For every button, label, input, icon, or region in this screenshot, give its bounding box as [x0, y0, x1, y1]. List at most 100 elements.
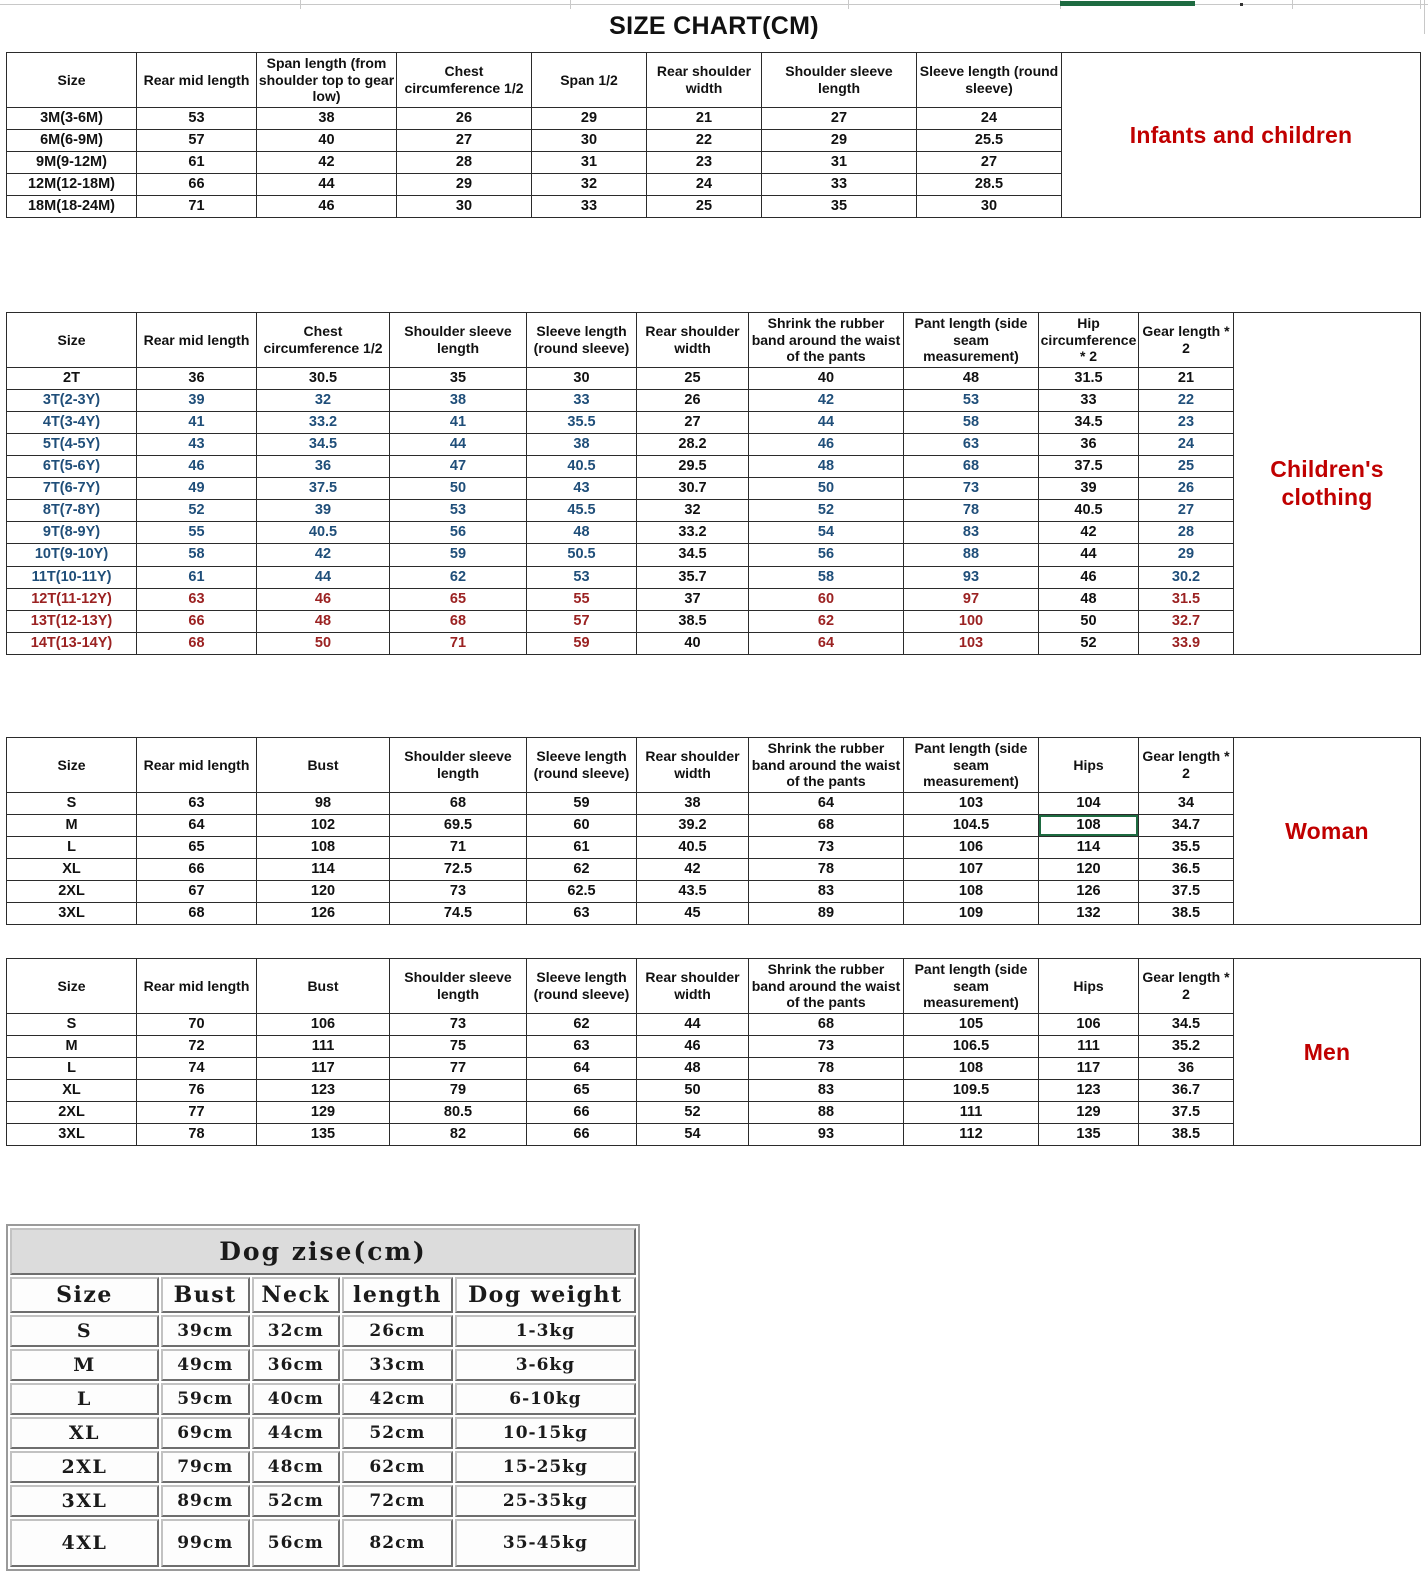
cell-c0[interactable]: S — [6, 1012, 137, 1036]
cell-c7[interactable]: 106.5 — [903, 1034, 1039, 1058]
cell-c1[interactable]: 76 — [136, 1078, 257, 1102]
table-row[interactable]: 3T(2-3Y) 39 32 38 33 26 42 53 33 22 — [6, 388, 1421, 412]
cell-c1[interactable]: 49 — [136, 477, 257, 501]
cell-c4[interactable]: 57 — [526, 609, 637, 633]
cell-c3[interactable]: 79 — [389, 1078, 527, 1102]
cell-c1[interactable]: 53 — [136, 106, 257, 130]
cell-c0[interactable]: 11T(10-11Y) — [6, 565, 137, 589]
cell-c5[interactable]: 45 — [636, 902, 749, 926]
cell-c0[interactable]: M — [6, 813, 137, 837]
cell-c5[interactable]: 52 — [636, 1100, 749, 1125]
cell-c7[interactable]: 109.5 — [903, 1078, 1039, 1102]
cell-c1[interactable]: 68 — [136, 631, 257, 655]
cell-c6[interactable]: 68 — [748, 813, 904, 837]
cell-c3[interactable]: 71 — [389, 631, 527, 655]
cell-c0[interactable]: 7T(6-7Y) — [6, 477, 137, 501]
cell-c6[interactable]: 27 — [761, 106, 917, 130]
cell-c3[interactable]: 77 — [389, 1056, 527, 1080]
dog-table-row[interactable]: M 49cm 36cm 33cm 3-6kg — [10, 1349, 636, 1381]
cell-c0[interactable]: 13T(12-13Y) — [6, 609, 137, 633]
cell-c5[interactable]: 40.5 — [636, 835, 749, 859]
cell-c1[interactable]: 61 — [136, 565, 257, 589]
cell-c4[interactable]: 30 — [526, 366, 637, 390]
cell-c1[interactable]: 77 — [136, 1100, 257, 1125]
cell-c0[interactable]: S — [6, 791, 137, 815]
cell-c0[interactable]: XL — [6, 1078, 137, 1102]
cell-c6[interactable]: 64 — [748, 791, 904, 815]
cell-c0[interactable]: 12T(11-12Y) — [6, 587, 137, 611]
cell-c1[interactable]: 66 — [136, 857, 257, 881]
cell-c9[interactable]: 35.5 — [1138, 835, 1234, 859]
cell-c4[interactable]: 61 — [526, 835, 637, 859]
dog-table-row[interactable]: S 39cm 32cm 26cm 1-3kg — [10, 1315, 636, 1347]
table-row[interactable]: 12T(11-12Y) 63 46 65 55 37 60 97 48 31.5 — [6, 587, 1421, 611]
cell-c4[interactable]: 33 — [526, 388, 637, 412]
cell-c7[interactable]: 109 — [903, 902, 1039, 926]
table-row[interactable]: 3XL 78 135 82 66 54 93 112 135 38.5 — [6, 1123, 1421, 1147]
dog-cell-c3[interactable]: 33cm — [342, 1349, 453, 1381]
cell-c3[interactable]: 29 — [396, 172, 532, 196]
cell-c6[interactable]: 83 — [748, 879, 904, 904]
cell-c7[interactable]: 105 — [903, 1012, 1039, 1036]
cell-c2[interactable]: 44 — [256, 565, 390, 589]
dog-cell-c2[interactable]: 36cm — [251, 1349, 341, 1381]
dog-cell-c4[interactable]: 35-45kg — [454, 1519, 636, 1567]
cell-c1[interactable]: 66 — [136, 172, 257, 196]
cell-c0[interactable]: XL — [6, 857, 137, 881]
dog-cell-c1[interactable]: 89cm — [160, 1485, 250, 1517]
cell-c7[interactable]: 58 — [903, 410, 1039, 434]
cell-c6[interactable]: 93 — [748, 1123, 904, 1147]
cell-c3[interactable]: 44 — [389, 432, 527, 456]
cell-c2[interactable]: 44 — [256, 172, 397, 196]
cell-c5[interactable]: 34.5 — [636, 543, 749, 567]
cell-c7[interactable]: 106 — [903, 835, 1039, 859]
cell-c7[interactable]: 93 — [903, 565, 1039, 589]
cell-c1[interactable]: 36 — [136, 366, 257, 390]
cell-c3[interactable]: 71 — [389, 835, 527, 859]
cell-c5[interactable]: 42 — [636, 857, 749, 881]
cell-c5[interactable]: 21 — [646, 106, 762, 130]
cell-c8[interactable]: 52 — [1038, 631, 1139, 655]
cell-c0[interactable]: L — [6, 835, 137, 859]
cell-c9[interactable]: 29 — [1138, 543, 1234, 567]
cell-c2[interactable]: 42 — [256, 543, 390, 567]
cell-c4[interactable]: 35.5 — [526, 410, 637, 434]
cell-c6[interactable]: 58 — [748, 565, 904, 589]
cell-c4[interactable]: 64 — [526, 1056, 637, 1080]
cell-c7[interactable]: 100 — [903, 609, 1039, 633]
cell-c2[interactable]: 126 — [256, 902, 390, 926]
cell-c7[interactable]: 83 — [903, 521, 1039, 545]
dog-cell-c2[interactable]: 40cm — [251, 1383, 341, 1415]
cell-c7[interactable]: 30 — [916, 194, 1062, 219]
cell-c7[interactable]: 108 — [903, 1056, 1039, 1080]
cell-c3[interactable]: 56 — [389, 521, 527, 545]
cell-c9[interactable]: 38.5 — [1138, 902, 1234, 926]
cell-c6[interactable]: 64 — [748, 631, 904, 655]
dog-cell-c0[interactable]: M — [10, 1349, 159, 1381]
cell-c2[interactable]: 37.5 — [256, 477, 390, 501]
cell-c0[interactable]: 18M(18-24M) — [6, 194, 137, 219]
dog-cell-c3[interactable]: 72cm — [342, 1485, 453, 1517]
table-row[interactable]: M 64 102 69.5 60 39.2 68 104.5 108 34.7 — [6, 813, 1421, 837]
cell-c3[interactable]: 53 — [389, 499, 527, 523]
table-row[interactable]: 7T(6-7Y) 49 37.5 50 43 30.7 50 73 39 26 — [6, 477, 1421, 501]
dog-cell-c0[interactable]: 2XL — [10, 1451, 159, 1483]
cell-c7[interactable]: 107 — [903, 857, 1039, 881]
cell-c4[interactable]: 30 — [531, 128, 647, 152]
dog-cell-c3[interactable]: 42cm — [342, 1383, 453, 1415]
cell-c4[interactable]: 50.5 — [526, 543, 637, 567]
cell-c8[interactable]: 46 — [1038, 565, 1139, 589]
cell-c2[interactable]: 117 — [256, 1056, 390, 1080]
cell-c9[interactable]: 34.7 — [1138, 813, 1234, 837]
cell-c7[interactable]: 27 — [916, 150, 1062, 174]
dog-cell-c3[interactable]: 82cm — [342, 1519, 453, 1567]
cell-c7[interactable]: 68 — [903, 454, 1039, 479]
dog-cell-c2[interactable]: 44cm — [251, 1417, 341, 1449]
cell-c8[interactable]: 44 — [1038, 543, 1139, 567]
cell-c3[interactable]: 30 — [396, 194, 532, 219]
table-row[interactable]: 11T(10-11Y) 61 44 62 53 35.7 58 93 46 30.2 — [6, 565, 1421, 589]
cell-c1[interactable]: 43 — [136, 432, 257, 456]
dog-cell-c3[interactable]: 26cm — [342, 1315, 453, 1347]
cell-c1[interactable]: 68 — [136, 902, 257, 926]
dog-table-row[interactable]: 3XL 89cm 52cm 72cm 25-35kg — [10, 1485, 636, 1517]
